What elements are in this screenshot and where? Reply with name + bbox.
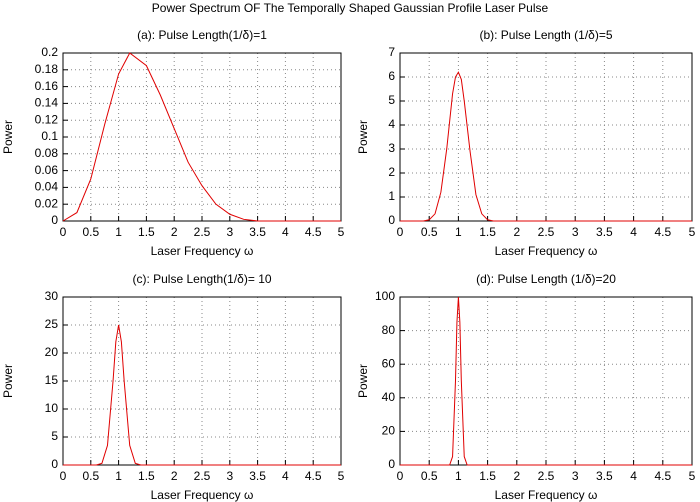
x-tick-label: 5 [689,469,696,483]
y-tick-label: 100 [375,289,395,303]
x-tick-label: 1.5 [138,469,155,483]
y-tick-label: 10 [45,401,59,415]
x-tick-label: 0 [60,469,67,483]
y-tick-label: 4 [388,117,395,131]
subplot-title: (a): Pulse Length(1/δ)=1 [137,28,267,42]
x-tick-label: 2 [171,225,178,239]
x-tick-label: 3 [226,225,233,239]
x-axis-label: Laser Frequency ω [495,488,598,502]
y-tick-label: 20 [382,424,396,438]
x-tick-label: 1.5 [138,225,155,239]
x-tick-label: 0.5 [421,469,438,483]
x-tick-label: 0 [397,469,404,483]
y-tick-label: 30 [45,289,59,303]
y-tick-label: 60 [382,356,396,370]
x-tick-label: 1.5 [479,469,496,483]
y-tick-label: 0 [51,457,58,471]
y-tick-label: 0.1 [41,129,58,143]
x-tick-label: 2.5 [194,225,211,239]
y-tick-label: 25 [45,317,59,331]
x-tick-label: 0 [60,225,67,239]
x-tick-label: 3 [226,469,233,483]
x-tick-label: 3.5 [596,469,613,483]
y-tick-label: 2 [388,165,395,179]
y-tick-label: 0.16 [35,79,59,93]
x-tick-label: 2.5 [194,469,211,483]
x-tick-label: 0.5 [82,225,99,239]
x-tick-label: 2 [513,225,520,239]
x-tick-label: 1 [115,469,122,483]
y-axis-label: Power [1,120,15,154]
y-tick-label: 0 [51,213,58,227]
y-tick-label: 0.2 [41,45,58,59]
x-tick-label: 0.5 [82,469,99,483]
y-axis-label: Power [356,364,370,398]
x-tick-label: 2 [171,469,178,483]
y-tick-label: 0.02 [35,196,59,210]
data-line [400,296,692,466]
x-tick-label: 0.5 [421,225,438,239]
x-axis-label: Laser Frequency ω [151,244,254,258]
subplot-title: (c): Pulse Length(1/δ)= 10 [132,272,271,286]
x-axis-label: Laser Frequency ω [151,488,254,502]
x-tick-label: 3.5 [249,469,266,483]
x-tick-label: 5 [689,225,696,239]
y-tick-label: 20 [45,345,59,359]
x-tick-label: 0 [397,225,404,239]
y-axis-label: Power [1,364,15,398]
y-tick-label: 5 [51,429,58,443]
x-tick-label: 4.5 [654,225,671,239]
y-tick-label: 80 [382,323,396,337]
x-tick-label: 2.5 [538,225,555,239]
x-tick-label: 4.5 [305,225,322,239]
x-tick-label: 4.5 [654,469,671,483]
x-tick-label: 5 [338,225,345,239]
x-tick-label: 4 [282,225,289,239]
x-tick-label: 4 [282,469,289,483]
subplot-title: (d): Pulse Length (1/δ)=20 [476,272,616,286]
plot-frame [62,52,342,222]
y-tick-label: 0.04 [35,180,59,194]
figure-title: Power Spectrum OF The Temporally Shaped … [152,1,549,15]
y-tick-label: 0.08 [35,146,59,160]
x-tick-label: 3.5 [596,225,613,239]
x-tick-label: 4 [630,225,637,239]
data-line [63,324,341,466]
y-axis-label: Power [356,120,370,154]
data-line [62,52,341,222]
y-tick-label: 6 [388,69,395,83]
y-tick-label: 0.06 [35,163,59,177]
y-tick-label: 1 [388,189,395,203]
y-tick-label: 15 [45,373,59,387]
y-tick-label: 5 [388,93,395,107]
y-tick-label: 3 [388,141,395,155]
x-tick-label: 3 [572,469,579,483]
y-tick-label: 0.12 [35,112,59,126]
x-tick-label: 3.5 [249,225,266,239]
y-tick-label: 40 [382,390,396,404]
x-tick-label: 3 [572,225,579,239]
x-tick-label: 5 [338,469,345,483]
x-tick-label: 1 [455,469,462,483]
y-tick-label: 7 [388,45,395,59]
x-axis-label: Laser Frequency ω [495,244,598,258]
y-tick-label: 0 [388,457,395,471]
x-tick-label: 4 [630,469,637,483]
data-line [400,71,692,222]
x-tick-label: 1 [115,225,122,239]
x-tick-label: 1.5 [479,225,496,239]
x-tick-label: 4.5 [305,469,322,483]
x-tick-label: 2 [513,469,520,483]
y-tick-label: 0 [388,213,395,227]
x-tick-label: 1 [455,225,462,239]
x-tick-label: 2.5 [538,469,555,483]
subplot-title: (b): Pulse Length (1/δ)=5 [479,28,612,42]
y-tick-label: 0.14 [35,96,59,110]
y-tick-label: 0.18 [35,62,59,76]
